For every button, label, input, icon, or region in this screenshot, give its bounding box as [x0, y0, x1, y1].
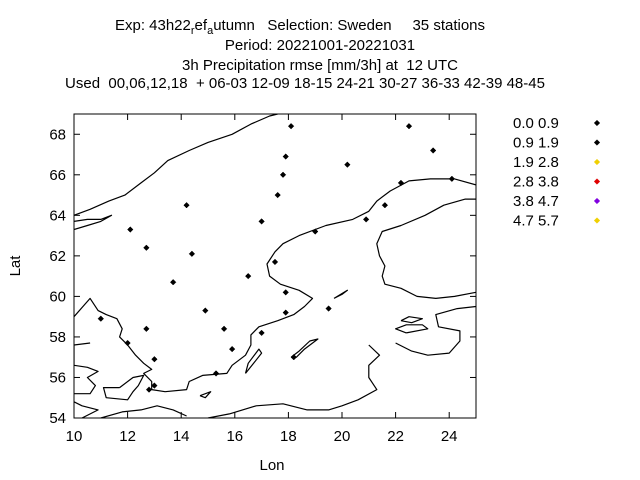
- station-point-2: [429, 147, 437, 154]
- y-tick-label-62: 62: [49, 248, 66, 265]
- station-point-8: [274, 191, 281, 199]
- coastline-8: [102, 374, 145, 401]
- station-point-16: [188, 250, 196, 257]
- station-point-32: [212, 370, 220, 377]
- station-point-19: [170, 279, 177, 286]
- legend-label-0: 0.0 0.9: [513, 115, 559, 132]
- coastlines: [74, 114, 476, 418]
- station-point-4: [344, 161, 351, 168]
- station-point-10: [381, 202, 389, 209]
- station-point-24: [97, 315, 104, 322]
- station-point-33: [151, 382, 158, 389]
- station-point-14: [312, 228, 319, 235]
- legend-marker-0: [593, 119, 601, 127]
- coastline-12: [333, 289, 348, 299]
- station-point-6: [448, 175, 456, 183]
- chart-title-line-3: 3h Precipitation rmse [mm/3h] at 12 UTC: [182, 57, 458, 74]
- station-point-11: [362, 216, 370, 223]
- legend-label-5: 4.7 5.7: [513, 213, 559, 230]
- x-tick-label-24: 24: [441, 428, 458, 445]
- legend-marker-3: [593, 178, 601, 185]
- legend-marker-2: [593, 158, 601, 166]
- y-tick-label-58: 58: [49, 329, 66, 346]
- station-point-20: [282, 289, 289, 296]
- y-tick-label-56: 56: [49, 369, 66, 386]
- x-tick-label-14: 14: [173, 428, 190, 445]
- coastline-2: [74, 178, 476, 393]
- coastline-4: [207, 344, 381, 418]
- station-point-12: [258, 218, 265, 225]
- station-point-7: [397, 179, 405, 187]
- station-point-31: [151, 356, 158, 363]
- coastline-11: [199, 391, 212, 399]
- y-tick-label-54: 54: [49, 410, 66, 427]
- station-point-27: [258, 329, 265, 337]
- coastline-6: [74, 401, 99, 418]
- station-point-9: [183, 202, 190, 209]
- coastline-14: [400, 316, 423, 324]
- station-point-26: [220, 325, 228, 332]
- station-point-30: [290, 354, 297, 361]
- x-tick-label-22: 22: [387, 428, 404, 445]
- station-point-23: [282, 309, 289, 316]
- x-tick-label-20: 20: [334, 428, 351, 445]
- chart-title-line-1: Exp: 43h22refautumn Selection: Sweden 35…: [114, 17, 486, 37]
- y-axis-label: Lat: [7, 255, 24, 277]
- legend-label-1: 0.9 1.9: [513, 135, 559, 152]
- axis-ticks: 10 12 14 16 18 20 22 24 54 56 58 60 62 64 66 68: [49, 114, 476, 445]
- coastline-7: [74, 342, 99, 395]
- chart-title-line-4: Used 00,06,12,18 + 06-03 12-09 18-15 24-…: [65, 75, 545, 92]
- x-axis-label: Lon: [259, 457, 284, 474]
- station-point-13: [127, 226, 134, 233]
- legend-label-2: 1.9 2.8: [513, 154, 559, 171]
- y-tick-label-66: 66: [49, 167, 66, 184]
- plot-frame: [73, 113, 477, 419]
- station-points: [97, 123, 456, 393]
- station-point-1: [405, 123, 413, 130]
- coastline-0: [74, 114, 278, 216]
- coastline-10: [244, 348, 263, 374]
- coastline-3: [376, 198, 476, 299]
- station-point-29: [228, 345, 236, 353]
- station-point-25: [143, 325, 150, 332]
- legend-marker-5: [593, 217, 601, 224]
- station-point-0: [287, 123, 295, 130]
- station-point-5: [279, 171, 287, 178]
- y-tick-label-64: 64: [49, 207, 66, 224]
- coastline-15: [100, 405, 187, 418]
- coastline-9: [290, 338, 319, 358]
- station-point-34: [145, 386, 153, 393]
- legend-label-4: 3.8 4.7: [513, 193, 559, 210]
- legend: 0.0 0.9 0.9 1.9 1.9 2.8 2.8 3.8 3.8 4.7 4.7 5…: [513, 115, 601, 230]
- chart-title-line-2: Period: 20221001-20221031: [224, 37, 416, 54]
- station-point-18: [245, 272, 252, 280]
- station-point-22: [202, 307, 209, 314]
- x-tick-label-18: 18: [280, 428, 297, 445]
- coastline-1: [74, 214, 113, 231]
- station-point-28: [124, 339, 131, 347]
- station-point-21: [325, 305, 332, 312]
- x-tick-label-12: 12: [119, 428, 136, 445]
- station-point-3: [282, 153, 289, 160]
- legend-marker-4: [593, 197, 601, 205]
- coastline-13: [395, 324, 429, 334]
- x-tick-label-16: 16: [226, 428, 243, 445]
- legend-marker-1: [593, 139, 601, 146]
- y-tick-label-68: 68: [49, 126, 66, 143]
- station-point-15: [143, 244, 150, 251]
- x-tick-label-10: 10: [66, 428, 83, 445]
- coastline-5: [395, 305, 476, 356]
- station-point-17: [271, 258, 279, 266]
- y-tick-label-60: 60: [49, 288, 66, 305]
- legend-label-3: 2.8 3.8: [513, 174, 559, 191]
